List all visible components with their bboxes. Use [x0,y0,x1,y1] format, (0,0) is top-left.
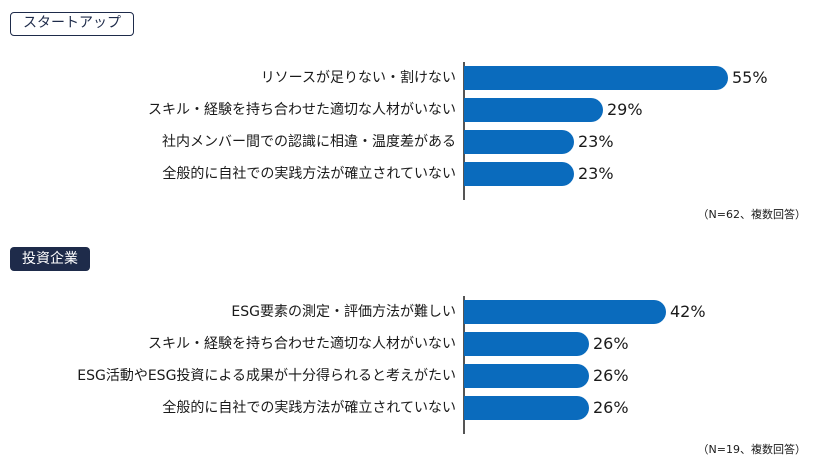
bar [464,396,589,420]
data-label: 26% [593,398,629,417]
bar [464,66,728,90]
bar [464,162,574,186]
data-label: 26% [593,366,629,385]
bar-row: リソースが足りない・割けない 55% [0,64,820,92]
section-tag-investor: 投資企業 [10,247,90,271]
category-label: 社内メンバー間での認識に相違・温度差がある [162,134,456,150]
bar [464,300,666,324]
bar-row: スキル・経験を持ち合わせた適切な人材がいない 26% [0,330,820,358]
bar-row: ESG活動やESG投資による成果が十分得られると考えがたい 26% [0,362,820,390]
category-label: スキル・経験を持ち合わせた適切な人材がいない [148,336,456,352]
chart-note-investor: （N=19、複数回答） [697,443,806,456]
bar [464,130,574,154]
data-label: 42% [670,302,706,321]
bar-row: ESG要素の測定・評価方法が難しい 42% [0,298,820,326]
bar-axis-line [463,296,465,434]
category-label: ESG要素の測定・評価方法が難しい [231,304,456,320]
data-label: 23% [578,132,614,151]
data-label: 55% [732,68,768,87]
bar [464,332,589,356]
category-label: ESG活動やESG投資による成果が十分得られると考えがたい [77,368,456,384]
category-label: スキル・経験を持ち合わせた適切な人材がいない [148,102,456,118]
data-label: 29% [607,100,643,119]
bar-row: スキル・経験を持ち合わせた適切な人材がいない 29% [0,96,820,124]
data-label: 26% [593,334,629,353]
bar [464,98,603,122]
category-label: 全般的に自社での実践方法が確立されていない [162,166,456,182]
bar [464,364,589,388]
bar-row: 社内メンバー間での認識に相違・温度差がある 23% [0,128,820,156]
bar-axis-line [463,62,465,200]
category-label: 全般的に自社での実践方法が確立されていない [162,400,456,416]
section-tag-startup: スタートアップ [10,12,134,36]
chart-note-startup: （N=62、複数回答） [697,208,806,221]
data-label: 23% [578,164,614,183]
bar-row: 全般的に自社での実践方法が確立されていない 26% [0,394,820,422]
category-label: リソースが足りない・割けない [260,70,456,86]
bar-row: 全般的に自社での実践方法が確立されていない 23% [0,160,820,188]
